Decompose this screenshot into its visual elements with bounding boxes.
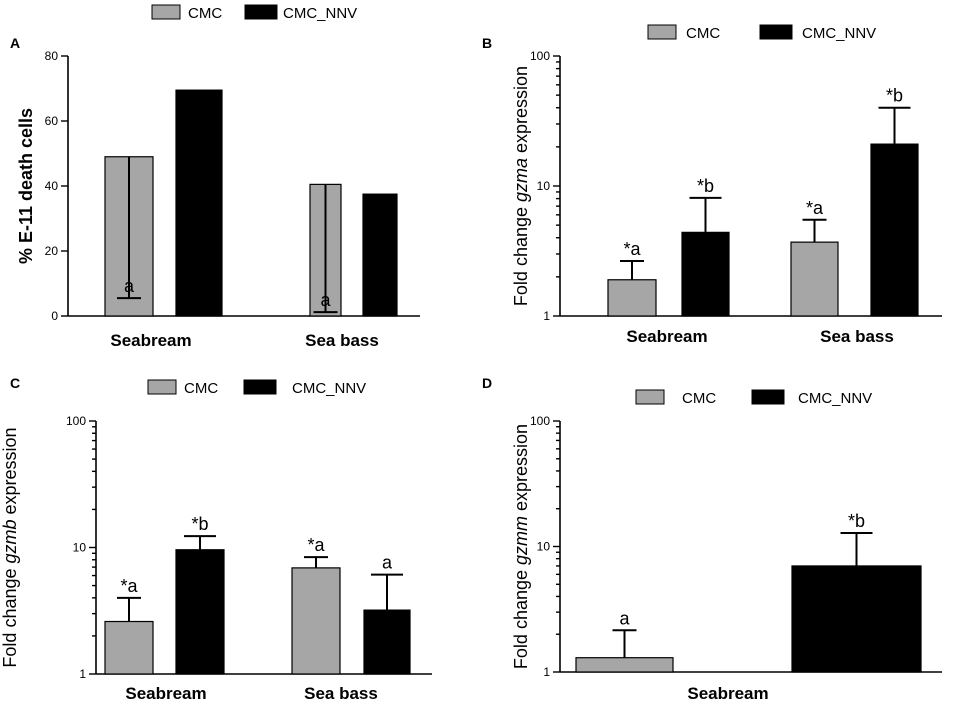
y-tick-label: 10: [73, 541, 87, 555]
panel-letter: B: [482, 35, 492, 51]
y-label-suffix: expression: [0, 427, 20, 519]
significance-label: a: [619, 608, 630, 628]
y-label-suffix: expression: [511, 424, 531, 516]
x-category-label: Seabream: [110, 331, 191, 350]
panel-letter: C: [10, 375, 20, 391]
legend-swatch-cmc-nnv: [751, 389, 785, 405]
significance-label: *a: [307, 535, 325, 555]
bar-cmc-seabream: [607, 279, 657, 317]
bar-cmc-nnv-seabream: [175, 549, 225, 675]
x-category-label: Sea bass: [304, 684, 378, 703]
bar-cmc-nnv-sea-bass: [870, 143, 919, 317]
y-tick-label: 60: [45, 114, 59, 128]
legend-label-cmc: CMC: [686, 25, 720, 42]
y-tick-label: 1: [543, 309, 550, 323]
significance-label: a: [375, 288, 386, 308]
chart-panel-b: B 1 10 100 Fold change gzma expression *a *a *b…: [482, 24, 942, 346]
chart-panel-c: C 1 10 100 Fold change gzmb expression *a *a *b…: [0, 375, 432, 703]
legend-label-cmc-nnv: CMC_NNV: [292, 380, 366, 397]
y-tick-label: 1: [79, 667, 86, 681]
legend-label-cmc: CMC: [188, 5, 222, 22]
y-label-prefix: Fold change: [511, 565, 531, 669]
y-tick-label: 10: [537, 540, 551, 554]
significance-label: *a: [623, 239, 641, 259]
legend-swatch-cmc: [635, 389, 665, 405]
y-label-gene: gzmb: [0, 519, 20, 563]
bar-cmc-nnv-seabream: [681, 231, 730, 317]
bar-cmc-nnv-sea-bass: [363, 609, 411, 675]
significance-label: a: [124, 276, 135, 296]
bar-cmc-sea-bass: [790, 241, 839, 317]
y-label-prefix: Fold change: [511, 202, 531, 306]
panel-letter: A: [10, 35, 20, 51]
bar-cmc-sea-bass: [291, 567, 341, 675]
x-category-label: Seabream: [125, 684, 206, 703]
legend-swatch-cmc-nnv: [243, 379, 277, 395]
significance-label: a: [382, 553, 393, 573]
y-axis-label: Fold change gzma expression: [511, 66, 531, 306]
x-category-label: Seabream: [626, 327, 707, 346]
x-category-label: Sea bass: [305, 331, 379, 350]
legend-swatch-cmc: [147, 379, 177, 395]
bar-cmc-seabream: [104, 620, 154, 675]
significance-label: *b: [886, 86, 903, 106]
significance-label: *b: [191, 514, 208, 534]
y-tick-label: 100: [530, 49, 550, 63]
legend-swatch-cmc: [151, 4, 181, 20]
panel-letter: D: [482, 375, 492, 391]
significance-label: *a: [120, 576, 138, 596]
significance-label: b: [194, 284, 204, 304]
y-tick-label: 20: [45, 244, 59, 258]
legend-label-cmc: CMC: [184, 380, 218, 397]
significance-label: a: [320, 290, 331, 310]
y-axis-label: Fold change gzmb expression: [0, 427, 20, 667]
y-tick-label: 100: [66, 414, 86, 428]
y-label-suffix: expression: [511, 66, 531, 158]
chart-panel-a: A 0 20 40 60 80 % E-11 death cells a a b a Seabream…: [10, 4, 420, 350]
y-tick-label: 0: [51, 309, 58, 323]
y-label-prefix: Fold change: [0, 564, 20, 668]
significance-label: *b: [697, 176, 714, 196]
legend-label-cmc-nnv: CMC_NNV: [802, 25, 876, 42]
legend-swatch-cmc: [647, 24, 677, 40]
y-tick-label: 1: [543, 665, 550, 679]
x-category-label: Sea bass: [820, 327, 894, 346]
significance-label: *a: [806, 198, 824, 218]
legend-label-cmc: CMC: [682, 390, 716, 407]
x-category-label: Seabream: [687, 684, 768, 703]
y-axis-label: % E-11 death cells: [16, 108, 36, 264]
y-tick-label: 10: [537, 179, 551, 193]
bar-cmc-seabream: [575, 657, 674, 673]
y-tick-label: 100: [530, 414, 550, 428]
legend-swatch-cmc-nnv: [759, 24, 793, 40]
y-tick-label: 80: [45, 49, 59, 63]
legend-label-cmc-nnv: CMC_NNV: [798, 390, 872, 407]
legend-swatch-cmc-nnv: [244, 4, 278, 20]
bar-cmc-nnv-seabream: [791, 565, 922, 673]
significance-label: *b: [848, 511, 865, 531]
y-tick-label: 40: [45, 179, 59, 193]
y-axis-label: Fold change gzmm expression: [511, 424, 531, 669]
y-label-gene: gzmm: [511, 516, 531, 565]
y-label-gene: gzma: [511, 158, 531, 202]
legend-label-cmc-nnv: CMC_NNV: [283, 5, 357, 22]
